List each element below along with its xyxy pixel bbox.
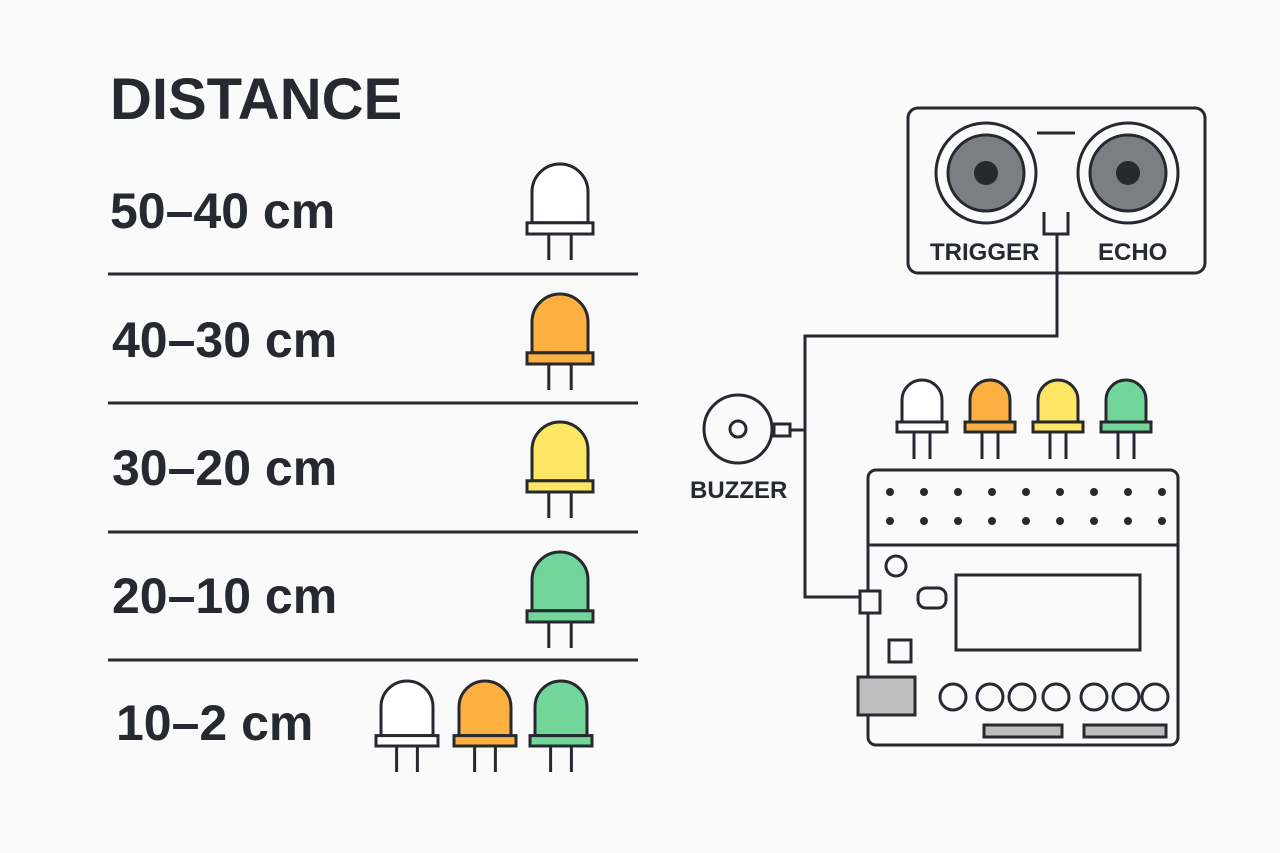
- trigger-transducer-center: [974, 161, 998, 185]
- breadboard-hole: [1124, 517, 1132, 525]
- led-rim: [963, 420, 1017, 434]
- led-dome: [968, 378, 1012, 424]
- small-chip: [887, 638, 913, 664]
- echo-label: ECHO: [1098, 239, 1167, 266]
- white-led-icon: [895, 378, 949, 459]
- buzzer-label: BUZZER: [690, 477, 787, 504]
- range-label: 50–40 cm: [110, 183, 335, 239]
- orange-led-icon: [963, 378, 1017, 459]
- green-led-icon: [1099, 378, 1153, 459]
- led-dome: [530, 420, 590, 483]
- led-dome: [530, 162, 590, 225]
- led-dome: [533, 679, 589, 738]
- white-led-icon: [525, 162, 595, 260]
- legend-row-5: 10–2 cm: [116, 679, 594, 772]
- legend-row-1: 50–40 cm: [110, 162, 595, 260]
- microcontroller-board: [856, 378, 1180, 747]
- led-rim: [525, 479, 595, 494]
- breadboard-hole: [1158, 488, 1166, 496]
- echo-transducer-center: [1116, 161, 1140, 185]
- green-led-icon: [525, 550, 595, 648]
- board-button: [1140, 682, 1170, 712]
- breadboard-hole: [1090, 488, 1098, 496]
- breadboard-hole: [988, 488, 996, 496]
- row-leds: [525, 550, 595, 648]
- yellow-led-icon: [525, 420, 595, 518]
- row-leds: [525, 162, 595, 260]
- breadboard-hole: [1056, 488, 1064, 496]
- board-button: [1111, 682, 1141, 712]
- diagram-title: DISTANCE: [110, 67, 402, 132]
- row-leds: [374, 679, 594, 772]
- led-rim: [1099, 420, 1153, 434]
- breadboard-hole: [1124, 488, 1132, 496]
- board-leds: [895, 378, 1153, 459]
- power-jack: [856, 675, 917, 717]
- board-button: [938, 682, 968, 712]
- led-dome: [530, 550, 590, 613]
- led-rim: [525, 609, 595, 624]
- row-leds: [525, 292, 595, 390]
- led-dome: [530, 292, 590, 355]
- range-label: 30–20 cm: [112, 440, 337, 496]
- row-leds: [525, 420, 595, 518]
- header-strip: [1082, 723, 1168, 739]
- range-label: 40–30 cm: [112, 312, 337, 368]
- legend-row-2: 40–30 cm: [112, 292, 595, 390]
- breadboard-hole: [920, 517, 928, 525]
- breadboard-hole: [920, 488, 928, 496]
- breadboard-hole: [1056, 517, 1064, 525]
- sensor-wire: [803, 234, 1059, 599]
- yellow-led-icon: [1031, 378, 1085, 459]
- breadboard-hole: [988, 517, 996, 525]
- breadboard-holes: [886, 488, 1166, 525]
- led-dome: [900, 378, 944, 424]
- led-rim: [1031, 420, 1085, 434]
- header-strip: [982, 723, 1064, 739]
- led-rim: [528, 734, 594, 748]
- board-button: [975, 682, 1005, 712]
- orange-led-icon: [452, 679, 518, 772]
- board-buttons: [938, 682, 1170, 712]
- breadboard-hole: [1022, 488, 1030, 496]
- led-dome: [379, 679, 435, 738]
- reset-button: [884, 554, 908, 578]
- led-rim: [895, 420, 949, 434]
- led-rim: [374, 734, 440, 748]
- green-led-icon: [528, 679, 594, 772]
- led-dome: [1036, 378, 1080, 424]
- buzzer-center: [728, 419, 748, 439]
- trigger-label: TRIGGER: [930, 239, 1039, 266]
- crystal-component: [916, 586, 948, 610]
- input-pin: [858, 589, 882, 615]
- breadboard-hole: [1022, 517, 1030, 525]
- legend-row-4: 20–10 cm: [112, 550, 595, 648]
- breadboard-hole: [886, 517, 894, 525]
- orange-led-icon: [525, 292, 595, 390]
- legend-row-3: 30–20 cm: [112, 420, 595, 518]
- board-button: [1079, 682, 1109, 712]
- range-label: 20–10 cm: [112, 568, 337, 624]
- range-label: 10–2 cm: [116, 695, 313, 751]
- breadboard-hole: [1158, 517, 1166, 525]
- led-rim: [525, 351, 595, 366]
- breadboard-hole: [954, 488, 962, 496]
- board-button: [1041, 682, 1071, 712]
- buzzer: BUZZER: [690, 393, 792, 504]
- breadboard-hole: [954, 517, 962, 525]
- led-dome: [1104, 378, 1148, 424]
- board-button: [1007, 682, 1037, 712]
- ultrasonic-sensor: TRIGGER ECHO: [906, 106, 1207, 275]
- led-rim: [525, 221, 595, 236]
- led-dome: [457, 679, 513, 738]
- white-led-icon: [374, 679, 440, 772]
- display-screen: [954, 573, 1142, 652]
- breadboard-hole: [1090, 517, 1098, 525]
- buzzer-terminal: [772, 422, 792, 438]
- breadboard-hole: [886, 488, 894, 496]
- led-rim: [452, 734, 518, 748]
